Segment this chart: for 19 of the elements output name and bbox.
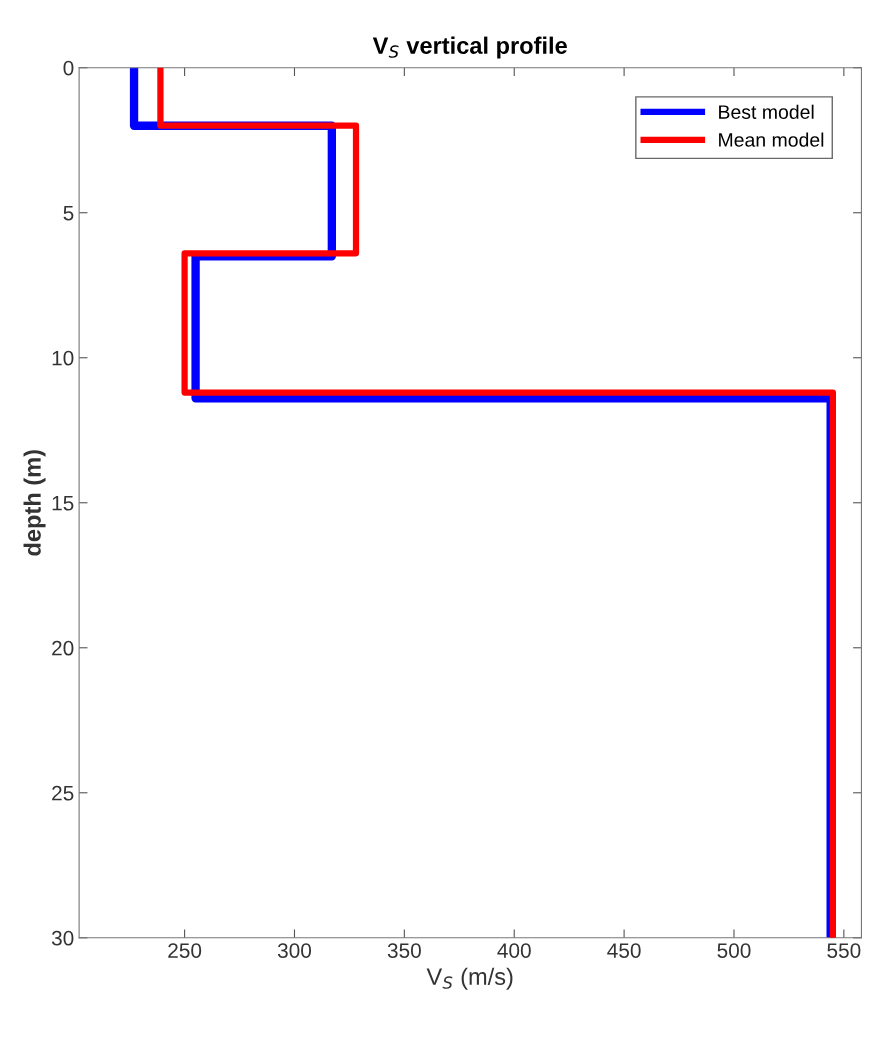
x-tick-label: 550 [827, 943, 861, 958]
x-tick-label: 250 [168, 943, 202, 958]
y-axis-title: depth (m) [23, 450, 46, 556]
y-tick-label: 20 [52, 640, 74, 656]
y-tick-label: 10 [52, 350, 74, 366]
y-tick-label: 0 [63, 60, 74, 76]
legend-label: Mean model [719, 132, 824, 147]
y-tick-label: 25 [52, 785, 74, 801]
x-tick-label: 300 [277, 943, 312, 958]
y-tick-label: 15 [52, 495, 74, 511]
y-tick-label: 30 [51, 930, 74, 946]
y-tick-label: 5 [63, 205, 74, 221]
x-tick-label: 400 [497, 943, 531, 958]
x-tick-label: 350 [387, 943, 421, 958]
x-axis-title: V$_{S}$ (m/s) [426, 967, 513, 990]
legend-label: Best model [719, 104, 814, 119]
chart-title: V$_{S}$ vertical profile [372, 36, 567, 59]
x-tick-label: 450 [607, 943, 641, 958]
x-tick-label: 500 [717, 943, 751, 958]
